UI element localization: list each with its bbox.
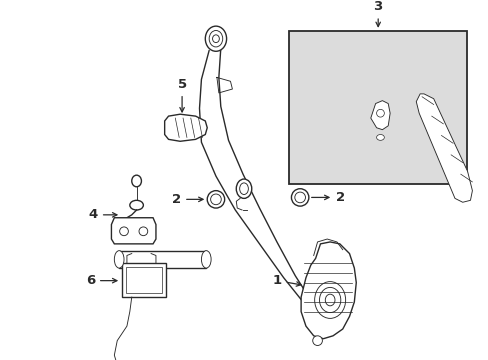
Polygon shape [111,218,156,244]
Ellipse shape [236,179,251,198]
Ellipse shape [129,200,143,210]
Ellipse shape [209,31,222,47]
Ellipse shape [131,175,141,187]
Ellipse shape [314,282,345,318]
Ellipse shape [210,194,221,205]
Ellipse shape [239,183,248,194]
Ellipse shape [325,294,334,306]
Ellipse shape [201,251,211,268]
Text: 4: 4 [88,208,117,221]
Ellipse shape [291,189,308,206]
Polygon shape [164,114,207,141]
Bar [119,251,206,268]
Ellipse shape [205,26,226,51]
Text: 5: 5 [177,78,186,112]
Text: 1: 1 [272,274,300,287]
Ellipse shape [376,109,384,117]
Ellipse shape [120,227,128,236]
Polygon shape [415,94,471,202]
Ellipse shape [139,227,147,236]
Polygon shape [301,242,356,339]
Text: 6: 6 [85,274,117,287]
Ellipse shape [294,192,305,203]
Text: 3: 3 [373,0,382,27]
Ellipse shape [114,251,124,268]
Polygon shape [370,101,389,130]
Text: 2: 2 [311,191,345,204]
Ellipse shape [312,336,322,346]
Bar [126,267,162,293]
Text: 2: 2 [172,193,203,206]
Ellipse shape [207,191,224,208]
Bar [289,31,466,184]
Ellipse shape [319,287,340,312]
Ellipse shape [212,35,219,42]
Ellipse shape [376,135,384,140]
Bar [122,263,165,297]
